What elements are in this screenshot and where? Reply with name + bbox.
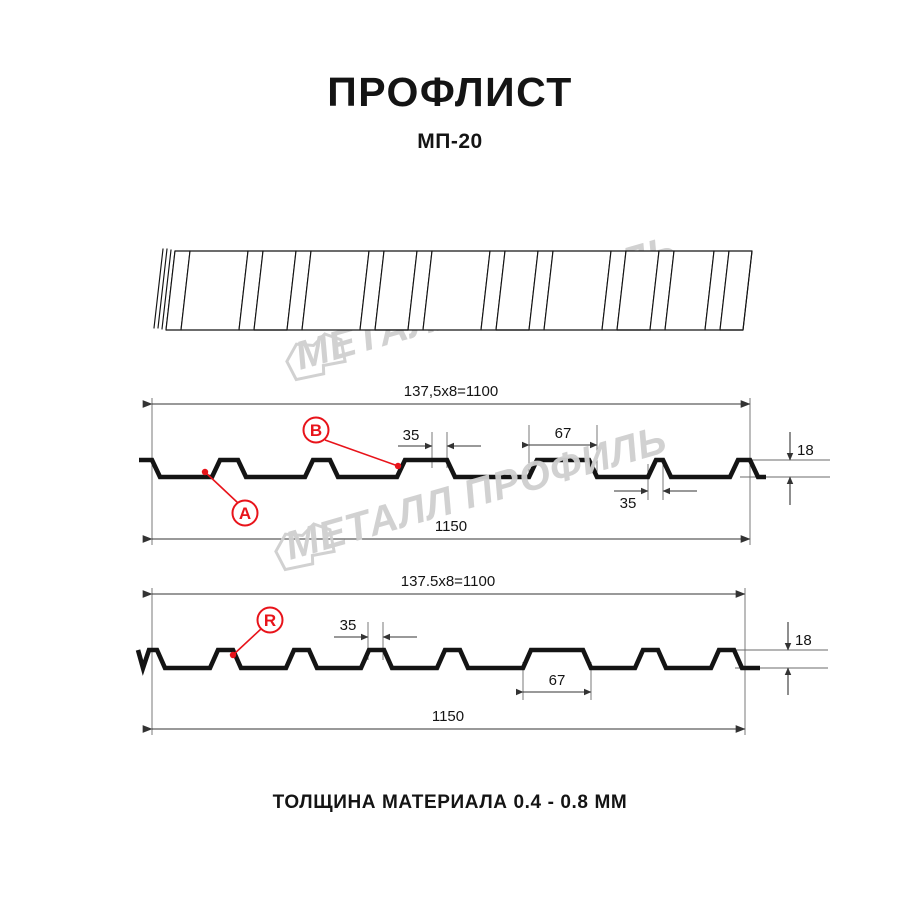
- page-title: ПРОФЛИСТ: [327, 69, 573, 115]
- dimension-label-bottom: 1150: [435, 518, 467, 535]
- profile-outline-top: [139, 457, 766, 480]
- page-subtitle: МП-20: [417, 130, 483, 153]
- dimension-height-18: 18: [786, 432, 814, 505]
- cross-section-bottom: 137.5x8=1100 1150 18 35: [135, 573, 828, 735]
- dimension-valley-67: 67: [521, 425, 598, 449]
- callout-label-b: B: [310, 421, 322, 440]
- dimension-label-top-b: 137.5x8=1100: [401, 573, 495, 590]
- dimension-label-valley-b: 67: [549, 672, 566, 689]
- watermark-logo-icon-2: [274, 522, 336, 572]
- dimension-label-rib-b: 35: [340, 617, 357, 634]
- callout-label-a: A: [239, 504, 251, 523]
- dimension-rib-35-top: 35: [398, 427, 481, 450]
- dimension-valley-67-b: 67: [515, 672, 592, 696]
- callout-b: B: [302, 416, 402, 470]
- cross-section-top: 137,5x8=1100 1150 18 35: [139, 383, 830, 545]
- dimension-label-rib-top: 35: [403, 427, 420, 444]
- isometric-profile-sheet: [153, 248, 753, 331]
- dimension-label-rib-bottom: 35: [620, 495, 637, 512]
- callout-label-r: R: [264, 611, 276, 630]
- dimension-line-top-1100-b: 137.5x8=1100: [142, 573, 746, 598]
- watermark-text-2: МЕТАЛЛ ПРОФИЛЬ: [280, 418, 672, 569]
- dimension-line-bottom-1150-b: 1150: [142, 708, 746, 733]
- dimension-line-bottom-1150: 1150: [142, 518, 751, 543]
- dimension-label-valley: 67: [555, 425, 572, 442]
- watermark-logo-icon: [285, 332, 347, 382]
- profile-outline-bottom: [135, 647, 760, 676]
- dimension-rib-35-bottom: 35: [614, 487, 697, 512]
- dimension-label-height: 18: [797, 442, 814, 459]
- dimension-label-bottom-b: 1150: [432, 708, 464, 725]
- callout-a: A: [201, 468, 259, 527]
- material-thickness-note: ТОЛЩИНА МАТЕРИАЛА 0.4 - 0.8 ММ: [272, 792, 628, 813]
- dimension-rib-35-b: 35: [334, 617, 417, 641]
- title-block: ПРОФЛИСТ МП-20: [0, 69, 900, 153]
- watermark-lower: МЕТАЛЛ ПРОФИЛЬ: [274, 418, 672, 572]
- dimension-label-height-b: 18: [795, 632, 812, 649]
- dimension-line-top-1100: 137,5x8=1100: [142, 383, 751, 408]
- dimension-label-top: 137,5x8=1100: [404, 383, 498, 400]
- dimension-height-18-b: 18: [784, 622, 812, 695]
- callout-r: R: [229, 606, 284, 659]
